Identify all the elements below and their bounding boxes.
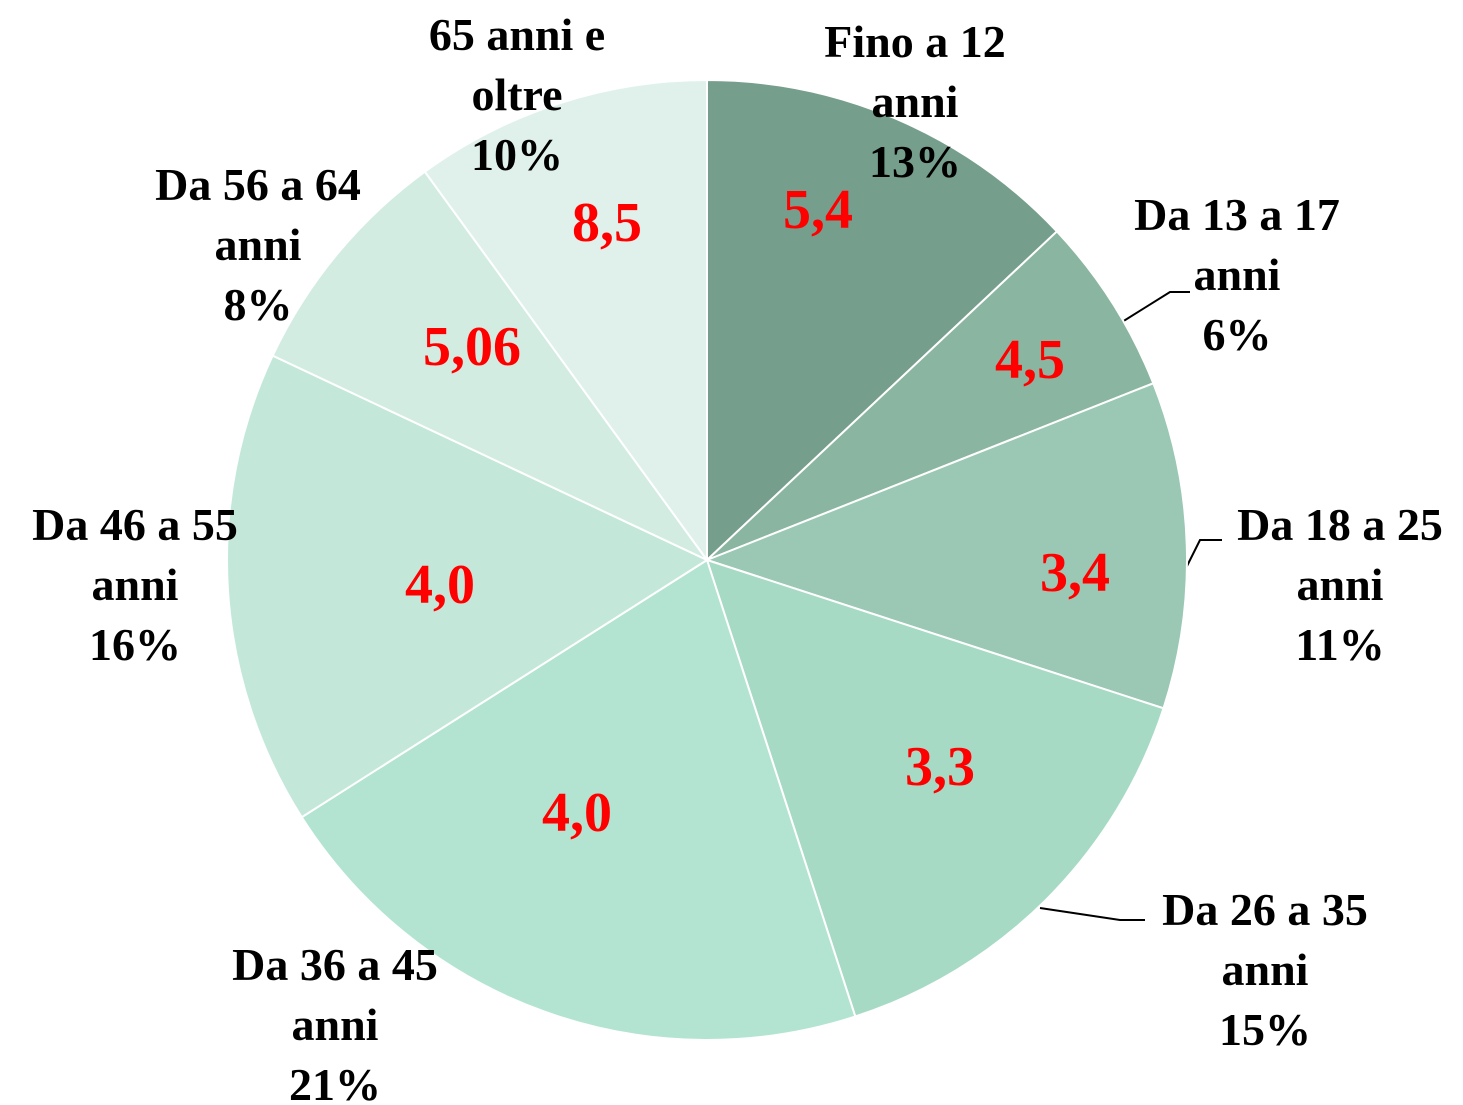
pie-slice	[705, 558, 1165, 1018]
score-label: 5,4	[783, 179, 853, 241]
category: Da 36 a 45 anni	[232, 939, 438, 1050]
score-label: 8,5	[572, 192, 642, 254]
category: 65 anni e oltre	[428, 9, 606, 120]
percent: 13%	[869, 136, 961, 187]
slice-label: Fino a 12 anni 13%	[785, 12, 1045, 192]
category: Da 56 a 64 anni	[155, 159, 361, 270]
score-label: 4,5	[995, 329, 1065, 391]
category: Da 26 a 35 anni	[1162, 884, 1368, 995]
pie-slice	[271, 170, 708, 561]
percent: 21%	[289, 1059, 381, 1105]
score-label: 3,3	[905, 736, 975, 798]
pie-slice	[226, 354, 710, 819]
percent: 6%	[1202, 309, 1272, 360]
pie-slice	[704, 382, 1188, 710]
score-label: 5,06	[423, 316, 521, 378]
pie-slice	[300, 558, 857, 1041]
category: Da 13 a 17 anni	[1134, 189, 1340, 300]
percent: 8%	[223, 279, 293, 330]
leader-line	[1121, 291, 1190, 323]
slice-label: Da 46 a 55 anni 16%	[5, 495, 265, 675]
leader-line	[1039, 907, 1145, 921]
leader-line	[1185, 539, 1222, 569]
score-label: 4,0	[542, 782, 612, 844]
pie-slice	[706, 78, 1059, 563]
slice-label: 65 anni e oltre 10%	[387, 5, 647, 185]
slice-label: Da 18 a 25 anni 11%	[1210, 495, 1463, 675]
category: Da 46 a 55 anni	[32, 499, 238, 610]
slice-label: Da 13 a 17 anni 6%	[1107, 185, 1367, 365]
percent: 11%	[1295, 619, 1385, 670]
category: Fino a 12 anni	[824, 16, 1006, 127]
percent: 10%	[471, 129, 563, 180]
pie-slice	[706, 230, 1155, 561]
percent: 15%	[1219, 1004, 1311, 1055]
percent: 16%	[89, 619, 181, 670]
score-label: 4,0	[405, 554, 475, 616]
category: Da 18 a 25 anni	[1237, 499, 1443, 610]
slice-label: Da 56 a 64 anni 8%	[128, 155, 388, 335]
score-label: 3,4	[1040, 542, 1110, 604]
slice-label: Da 36 a 45 anni 21%	[205, 935, 465, 1105]
slice-label: Da 26 a 35 anni 15%	[1135, 880, 1395, 1060]
pie-slice	[423, 78, 708, 564]
